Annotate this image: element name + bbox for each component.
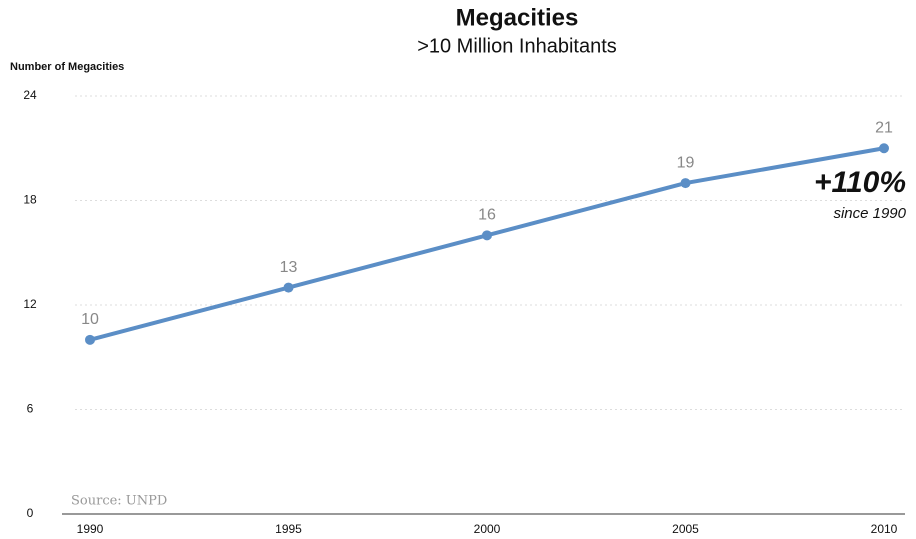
annotation: +110% xyxy=(814,166,906,199)
point xyxy=(680,178,691,189)
data-label: 13 xyxy=(280,259,298,276)
line xyxy=(89,146,885,342)
point xyxy=(283,282,294,293)
source: Source: UNPD xyxy=(71,494,167,509)
point xyxy=(482,230,492,241)
data-label: 21 xyxy=(875,119,893,136)
data-label: 16 xyxy=(478,207,496,224)
y-tick-label: 12 xyxy=(23,297,37,311)
point xyxy=(85,334,95,345)
y-tick-label: 0 xyxy=(27,506,34,520)
x-tick-label: 1995 xyxy=(275,522,302,536)
y-tick-label: 6 xyxy=(27,402,34,416)
data-label: 10 xyxy=(81,311,99,328)
data-label: 19 xyxy=(677,154,695,171)
x-tick-label: 2005 xyxy=(672,522,699,536)
chart-title: Megacities xyxy=(456,4,579,31)
x-tick-label: 2010 xyxy=(871,522,898,536)
y-axis-label: Number of Megacities xyxy=(10,61,124,73)
y-tick-label: 24 xyxy=(23,88,37,102)
point xyxy=(879,143,889,154)
x-tick-label: 2000 xyxy=(474,522,501,536)
y-tick-label: 18 xyxy=(23,193,37,207)
chart-subtitle: >10 Million Inhabitants xyxy=(417,35,617,57)
x-tick-label: 1990 xyxy=(77,522,104,536)
annotation-note: since 1990 xyxy=(833,205,906,222)
